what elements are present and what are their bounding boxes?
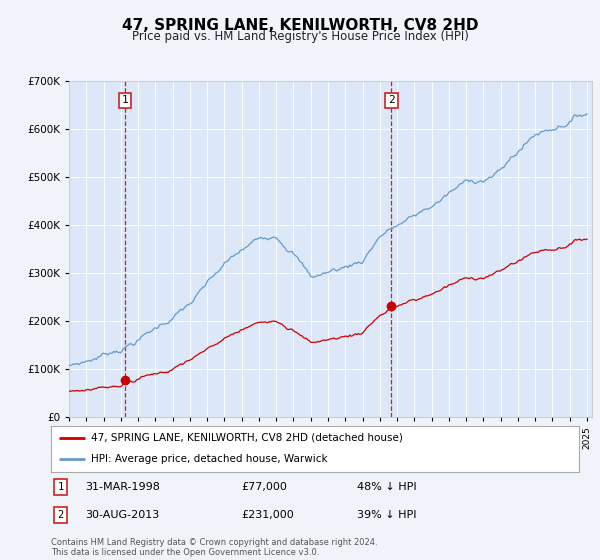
Text: Price paid vs. HM Land Registry's House Price Index (HPI): Price paid vs. HM Land Registry's House … xyxy=(131,30,469,43)
Text: £231,000: £231,000 xyxy=(241,510,294,520)
Text: 47, SPRING LANE, KENILWORTH, CV8 2HD (detached house): 47, SPRING LANE, KENILWORTH, CV8 2HD (de… xyxy=(91,433,403,443)
Text: 47, SPRING LANE, KENILWORTH, CV8 2HD: 47, SPRING LANE, KENILWORTH, CV8 2HD xyxy=(122,18,478,33)
Text: 31-MAR-1998: 31-MAR-1998 xyxy=(85,482,160,492)
Text: 2: 2 xyxy=(58,510,64,520)
Text: HPI: Average price, detached house, Warwick: HPI: Average price, detached house, Warw… xyxy=(91,454,327,464)
Text: This data is licensed under the Open Government Licence v3.0.: This data is licensed under the Open Gov… xyxy=(51,548,319,557)
Text: 1: 1 xyxy=(122,95,128,105)
Text: Contains HM Land Registry data © Crown copyright and database right 2024.: Contains HM Land Registry data © Crown c… xyxy=(51,538,377,547)
Text: £77,000: £77,000 xyxy=(241,482,287,492)
Text: 39% ↓ HPI: 39% ↓ HPI xyxy=(357,510,417,520)
Text: 48% ↓ HPI: 48% ↓ HPI xyxy=(357,482,417,492)
Text: 2: 2 xyxy=(388,95,395,105)
Text: 30-AUG-2013: 30-AUG-2013 xyxy=(85,510,160,520)
Text: 1: 1 xyxy=(58,482,64,492)
